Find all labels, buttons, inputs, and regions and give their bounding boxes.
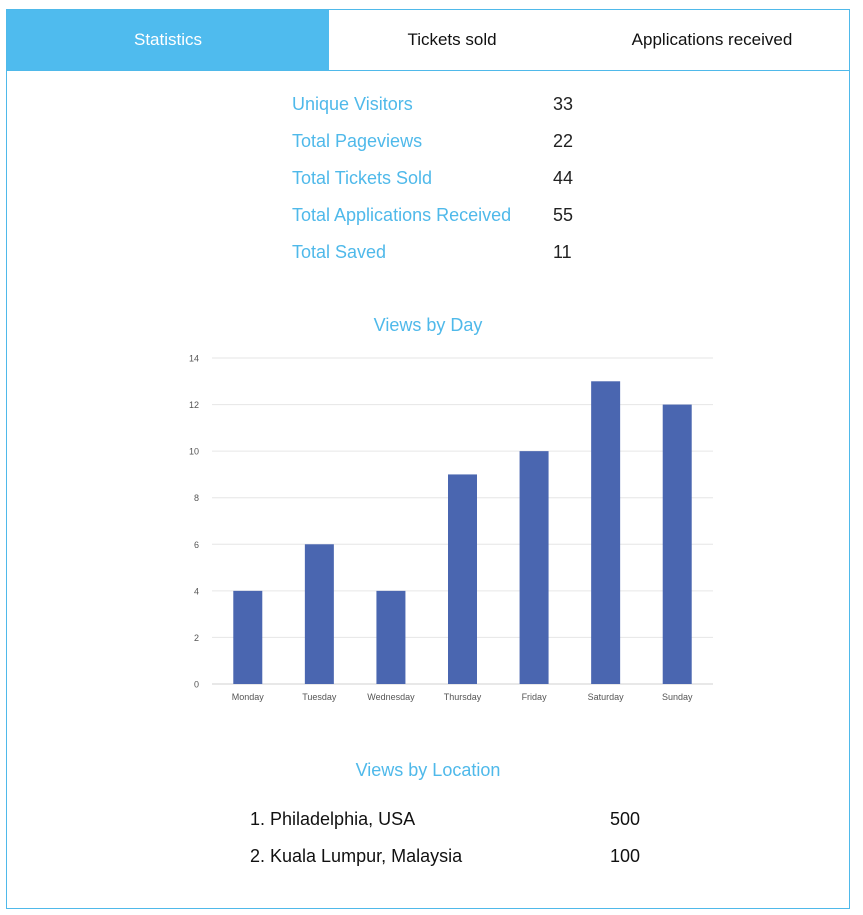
- statistics-panel: Statistics Tickets sold Applications rec…: [6, 9, 850, 909]
- bar-chart-svg: 0 2 4 6 8 10 12 14 Monday Tuesday Wednesday Thursda…: [189, 354, 713, 702]
- bar-thursday: [448, 474, 477, 684]
- x-tick-label: Monday: [232, 692, 265, 702]
- stat-row-total-pageviews: Total Pageviews 22: [292, 131, 612, 161]
- x-tick-label: Wednesday: [367, 692, 415, 702]
- y-tick-label: 4: [194, 586, 199, 596]
- stat-label: Total Saved: [292, 242, 387, 262]
- stat-row-total-tickets-sold: Total Tickets Sold 44: [292, 168, 612, 198]
- y-tick-label: 14: [189, 354, 199, 364]
- bar-sunday: [662, 404, 692, 684]
- stat-row-unique-visitors: Unique Visitors 33: [292, 94, 612, 124]
- stat-row-total-applications-received: Total Applications Received 55: [292, 205, 612, 235]
- bar-saturday: [591, 381, 621, 684]
- tab-tickets-sold[interactable]: Tickets sold: [407, 30, 497, 49]
- y-tick-label: 2: [194, 633, 199, 643]
- views-by-day-chart: 0 2 4 6 8 10 12 14 Monday Tuesday Wednesday Thursda…: [167, 350, 727, 725]
- location-name: 1. Philadelphia, USA: [250, 809, 416, 829]
- bar-wednesday: [376, 590, 406, 684]
- bar-friday: [519, 451, 549, 684]
- stat-row-total-saved: Total Saved 11: [292, 242, 612, 272]
- y-tick-label: 6: [194, 540, 199, 550]
- stat-value: 11: [553, 242, 572, 262]
- stat-label: Total Pageviews: [292, 131, 423, 151]
- location-name: 2. Kuala Lumpur, Malaysia: [250, 846, 463, 866]
- bar-tuesday: [304, 544, 334, 684]
- location-views: 500: [610, 809, 641, 829]
- x-tick-label: Tuesday: [302, 692, 337, 702]
- stat-value: 44: [553, 168, 574, 188]
- tab-applications-received[interactable]: Applications received: [631, 30, 793, 49]
- stat-label: Unique Visitors: [292, 94, 413, 114]
- y-tick-label: 0: [194, 680, 199, 690]
- location-views: 100: [610, 846, 641, 866]
- tab-statistics[interactable]: Statistics: [7, 10, 329, 70]
- views-by-day-title: Views by Day: [373, 315, 483, 335]
- x-tick-label: Thursday: [444, 692, 482, 702]
- x-tick-label: Sunday: [662, 692, 693, 702]
- stat-value: 55: [553, 205, 574, 225]
- location-row: 2. Kuala Lumpur, Malaysia 100: [250, 846, 670, 874]
- y-tick-label: 12: [189, 400, 199, 410]
- stat-value: 22: [553, 131, 574, 151]
- y-tick-label: 10: [189, 447, 199, 457]
- stat-label: Total Tickets Sold: [292, 168, 433, 188]
- tab-bar: Statistics Tickets sold Applications rec…: [7, 10, 849, 71]
- x-tick-label: Friday: [522, 692, 548, 702]
- views-by-location-title: Views by Location: [355, 760, 501, 780]
- stat-label: Total Applications Received: [292, 205, 512, 225]
- stat-value: 33: [553, 94, 574, 114]
- y-tick-label: 8: [194, 493, 199, 503]
- bar-monday: [233, 590, 263, 684]
- location-row: 1. Philadelphia, USA 500: [250, 809, 670, 837]
- x-tick-label: Saturday: [588, 692, 625, 702]
